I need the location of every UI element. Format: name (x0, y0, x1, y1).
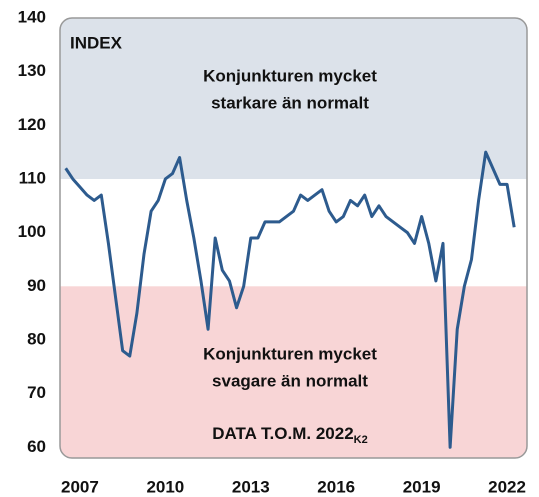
y-tick-label: 130 (18, 61, 46, 80)
x-tick-label: 2016 (317, 477, 355, 496)
data-until-main: DATA T.O.M. 2022 (212, 424, 353, 443)
y-tick-label: 120 (18, 115, 46, 134)
x-tick-label: 2022 (488, 477, 526, 496)
band (60, 18, 527, 179)
x-tick-label: 2007 (61, 477, 99, 496)
y-tick-label: 80 (27, 329, 46, 348)
weak-label: Konjunkturen mycket (203, 344, 377, 363)
weak-label: svagare än normalt (212, 371, 368, 390)
strong-label: Konjunkturen mycket (203, 66, 377, 85)
strong-label: starkare än normalt (211, 93, 369, 112)
y-tick-label: 140 (18, 7, 46, 26)
plot-frame (59, 17, 528, 459)
data-until: DATA T.O.M. 2022K2 (212, 424, 367, 445)
y-tick-label: 100 (18, 222, 46, 241)
y-tick-label: 90 (27, 276, 46, 295)
y-tick-label: 110 (19, 168, 46, 187)
x-tick-label: 2013 (232, 477, 270, 496)
y-tick-label: 60 (27, 437, 46, 456)
line (64, 150, 516, 449)
y-tick-label: 70 (27, 383, 46, 402)
x-tick-label: 2019 (403, 477, 441, 496)
index-label: INDEX (70, 33, 123, 52)
data-until-sub: K2 (354, 434, 368, 446)
x-tick-label: 2010 (146, 477, 184, 496)
